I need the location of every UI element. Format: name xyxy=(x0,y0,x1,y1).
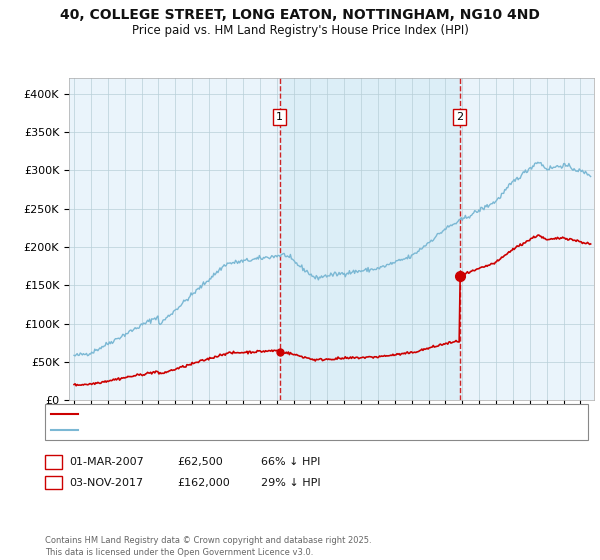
Text: 40, COLLEGE STREET, LONG EATON, NOTTINGHAM, NG10 4ND (detached house): 40, COLLEGE STREET, LONG EATON, NOTTINGH… xyxy=(82,409,476,419)
Text: 01-MAR-2007: 01-MAR-2007 xyxy=(69,457,144,467)
Text: 1: 1 xyxy=(50,457,57,467)
Text: 2: 2 xyxy=(456,112,463,122)
Text: 2: 2 xyxy=(50,478,57,488)
Text: 03-NOV-2017: 03-NOV-2017 xyxy=(69,478,143,488)
Text: 1: 1 xyxy=(276,112,283,122)
Text: 40, COLLEGE STREET, LONG EATON, NOTTINGHAM, NG10 4ND: 40, COLLEGE STREET, LONG EATON, NOTTINGH… xyxy=(60,8,540,22)
Bar xyxy=(280,78,460,400)
Text: £62,500: £62,500 xyxy=(177,457,223,467)
Text: Price paid vs. HM Land Registry's House Price Index (HPI): Price paid vs. HM Land Registry's House … xyxy=(131,24,469,37)
Text: £162,000: £162,000 xyxy=(177,478,230,488)
Text: HPI: Average price, detached house, Erewash: HPI: Average price, detached house, Erew… xyxy=(82,424,304,435)
Text: Contains HM Land Registry data © Crown copyright and database right 2025.
This d: Contains HM Land Registry data © Crown c… xyxy=(45,536,371,557)
Text: 29% ↓ HPI: 29% ↓ HPI xyxy=(261,478,320,488)
Text: 66% ↓ HPI: 66% ↓ HPI xyxy=(261,457,320,467)
